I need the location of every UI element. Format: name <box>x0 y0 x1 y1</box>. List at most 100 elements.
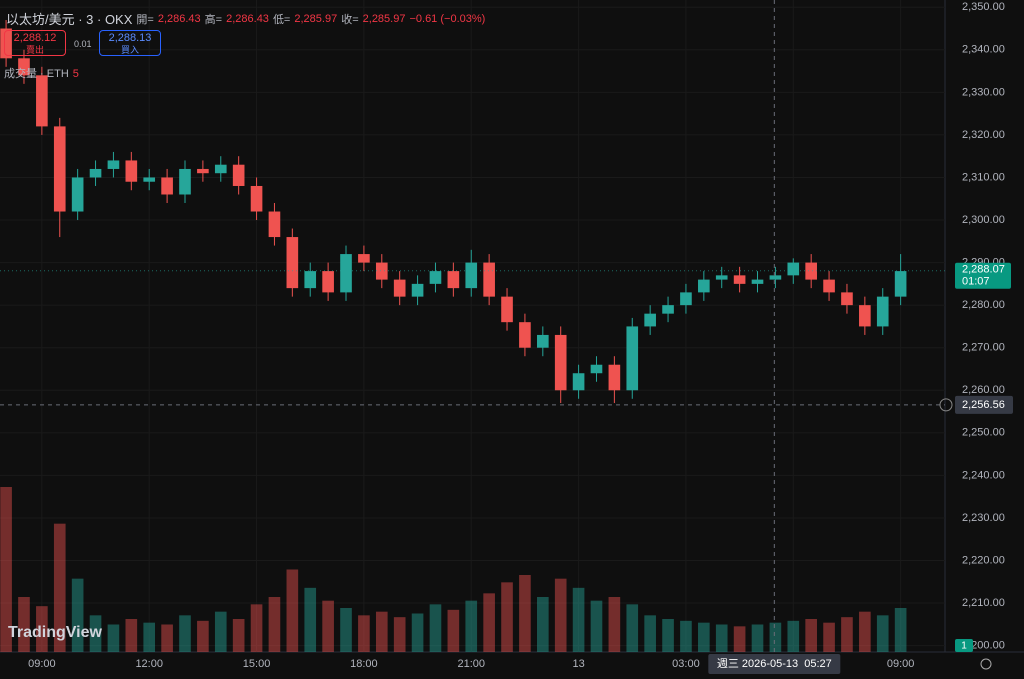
candle-body <box>322 271 334 293</box>
candle-body <box>161 177 173 195</box>
label: 成交量 · ETH <box>4 68 69 80</box>
volume-bar <box>375 611 388 652</box>
candle-body <box>841 292 853 306</box>
y-tick-label: 2,300.00 <box>962 214 1005 226</box>
volume-bar <box>447 609 460 652</box>
volume-bar <box>644 615 656 652</box>
candle-body <box>340 254 352 293</box>
sell-button[interactable]: 2,288.12 賣出 <box>4 30 66 56</box>
change: −0.61 (−0.03%) <box>409 12 486 25</box>
candle-body <box>18 58 30 76</box>
countdown: 01:07 <box>962 276 990 288</box>
price: 2,288.12 <box>13 32 57 44</box>
volume-bar <box>608 597 621 652</box>
volume-bar <box>859 611 871 652</box>
volume-bar <box>36 606 48 652</box>
candle-body <box>268 211 281 238</box>
candle-body <box>89 168 102 178</box>
candle-body <box>465 262 478 289</box>
volume-bar <box>536 597 549 652</box>
y-tick-label: 2,340.00 <box>962 44 1005 56</box>
volume-bar <box>662 619 674 652</box>
x-tick-label: 12:00 <box>135 658 163 670</box>
candle-body <box>107 160 120 169</box>
volume-bar <box>393 617 406 652</box>
volume-bar <box>179 615 191 652</box>
candle-body <box>698 279 710 293</box>
candle-body <box>787 262 800 276</box>
spread: 0.01 <box>74 39 92 49</box>
volume-bar <box>787 620 800 652</box>
candle-body <box>608 364 621 391</box>
candle-body <box>894 271 907 297</box>
y-tick-label: 2,210.00 <box>962 597 1005 609</box>
volume-bar <box>411 613 424 652</box>
volume-bar <box>519 575 531 652</box>
x-tick-label: 18:00 <box>350 658 378 670</box>
candle-body <box>304 271 317 289</box>
volume-bar <box>751 624 764 652</box>
badge-box <box>955 639 973 652</box>
volume-bar <box>715 624 728 652</box>
value: 2,286.43 <box>226 12 269 25</box>
volume-bar <box>286 569 299 652</box>
candle-body <box>358 254 370 263</box>
y-tick-label: 2,230.00 <box>962 512 1005 524</box>
volume-bar <box>107 624 120 652</box>
candle-body <box>590 364 603 374</box>
candle-body <box>644 313 656 327</box>
candle-body <box>733 275 746 284</box>
volume-bar <box>18 597 30 652</box>
badge: 1 <box>961 641 967 652</box>
candle-body <box>71 177 84 212</box>
x-tick-label: 09:00 <box>28 658 56 670</box>
candle-body <box>143 177 156 182</box>
price: 2,288.13 <box>108 32 152 44</box>
volume-bar <box>340 608 352 652</box>
candle-body <box>429 271 442 284</box>
candle-body <box>197 168 209 174</box>
volume-bar <box>698 622 710 652</box>
candle-body <box>501 296 513 323</box>
y-tick-label: 2,310.00 <box>962 171 1005 183</box>
key: 收= <box>341 13 359 26</box>
candle-body <box>375 262 388 280</box>
crosshair-price-box <box>955 395 1013 414</box>
crosshair-time-label: 週三 2026-05-13 05:27 <box>717 657 832 670</box>
key: 低= <box>272 13 291 26</box>
volume-bar <box>841 617 853 652</box>
y-tick-label: 2,330.00 <box>962 86 1005 98</box>
volume-bar <box>0 487 12 652</box>
candle-body <box>483 262 495 297</box>
crosshair-price-label: 2,256.56 <box>962 399 1005 411</box>
y-tick-label: 2,240.00 <box>962 469 1005 481</box>
logo: TradingView <box>8 624 102 641</box>
y-tick-label: 2,320.00 <box>962 129 1005 141</box>
volume-bar <box>125 619 138 652</box>
last-price-label: 2,288.07 <box>962 264 1005 276</box>
volume-bar <box>322 600 334 652</box>
candle-body <box>0 28 12 59</box>
settings-icon[interactable] <box>980 658 992 670</box>
candle-body <box>411 283 424 297</box>
candle-body <box>536 334 549 348</box>
value: 2,285.97 <box>294 12 338 25</box>
volume-bar <box>214 611 227 652</box>
volume-bar <box>894 608 907 652</box>
candle-body <box>680 292 692 306</box>
candle-body <box>250 185 263 212</box>
candle-body <box>751 279 764 284</box>
volume-bar <box>358 615 370 652</box>
candle-body <box>859 305 871 327</box>
last-price-box <box>955 262 1011 289</box>
volume-bar <box>71 578 84 652</box>
candle-body <box>519 322 531 348</box>
buy-button[interactable]: 2,288.13 買入 <box>99 30 161 56</box>
volume-bar <box>232 619 245 652</box>
candle-body <box>179 168 191 195</box>
candle-body <box>447 271 460 289</box>
volume-bar <box>626 604 639 652</box>
x-tick-label: 21:00 <box>457 658 485 670</box>
x-tick-label: 15:00 <box>243 658 271 670</box>
